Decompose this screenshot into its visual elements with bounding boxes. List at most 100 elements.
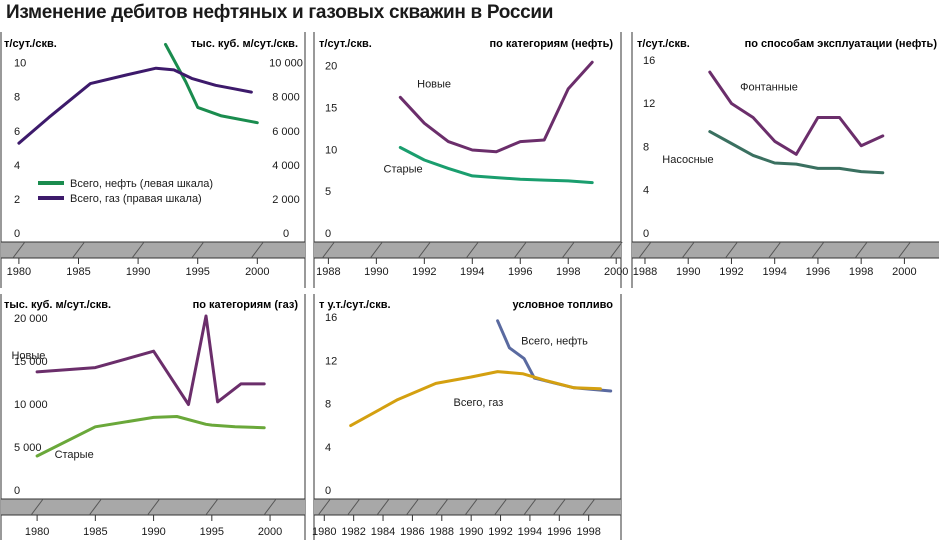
series-line-0 xyxy=(708,70,885,156)
x-tick-label: 1982 xyxy=(341,526,365,538)
series-line-1 xyxy=(17,66,253,145)
x-tick-label: 1984 xyxy=(371,526,395,538)
y-tick-label-right: 0 xyxy=(283,228,289,240)
x-tick-mark xyxy=(523,498,537,516)
x-tick-mark xyxy=(609,241,623,259)
y-tick-label: 20 000 xyxy=(14,313,48,325)
y-tick-label: 10 000 xyxy=(14,399,48,411)
x-tick-label: 1988 xyxy=(430,526,454,538)
y-tick-label-right: 8 000 xyxy=(272,92,300,104)
series-labels: Фонтанные Насосные xyxy=(662,81,798,166)
x-tick-label: 1998 xyxy=(556,266,580,278)
x-tick-mark xyxy=(369,241,383,259)
y-tick-label: 8 xyxy=(643,141,649,153)
x-tick-label: 2000 xyxy=(245,266,269,278)
x-axis-band xyxy=(1,498,305,521)
series-label-1: Старые xyxy=(384,164,423,176)
x-tick-mark xyxy=(552,498,566,516)
series-line-1 xyxy=(35,415,266,458)
y-tick-label: 0 xyxy=(14,228,20,240)
x-tick-mark xyxy=(435,498,449,516)
chart-subtitle: по категориям (газ) xyxy=(193,299,299,311)
x-axis-band xyxy=(314,498,621,521)
chart-subtitle: по категориям (нефть) xyxy=(489,38,613,50)
y-tick-label: 10 xyxy=(14,58,26,70)
y-tick-label: 10 xyxy=(325,144,337,156)
y-tick-label: 2 xyxy=(14,194,20,206)
x-tick-mark xyxy=(582,498,596,516)
series-line-1 xyxy=(349,370,602,428)
x-axis-band xyxy=(632,241,939,264)
y-tick-label: 16 xyxy=(325,312,337,324)
y-axis-label-left: т/сут./скв. xyxy=(637,38,690,50)
x-tick-label: 2000 xyxy=(892,266,916,278)
series-labels: Всего, нефть Всего, газ xyxy=(454,336,589,410)
x-tick-mark xyxy=(494,498,507,516)
series-label-0: Новые xyxy=(11,350,45,362)
x-tick-label: 1996 xyxy=(508,266,532,278)
x-tick-mark xyxy=(464,498,478,516)
chart-gas-category: тыс. куб. м/сут./скв. по категориям (газ… xyxy=(0,294,306,540)
legend: Всего, нефть (левая шкала) Всего, газ (п… xyxy=(38,178,213,205)
x-tick-label: 1996 xyxy=(806,266,830,278)
x-tick-label: 1990 xyxy=(364,266,388,278)
x-tick-label: 1992 xyxy=(488,526,512,538)
x-ticks: 1980 1982 1984 1986 1988 1990 1992 1994 1996 1998 xyxy=(312,526,601,538)
x-tick-label: 1990 xyxy=(676,266,700,278)
page-title: Изменение дебитов нефтяных и газовых скв… xyxy=(6,2,554,23)
y-axis-label-left: т/сут./скв. xyxy=(4,38,57,50)
x-tick-label: 1990 xyxy=(459,526,483,538)
chart-fuel: т у.т./сут./скв. условное топливо 0 4 8 12 1… xyxy=(312,294,622,540)
legend-label-oil: Всего, нефть (левая шкала) xyxy=(70,178,213,190)
y-tick-label: 0 xyxy=(325,228,331,240)
y-ticks-left: 0 5 10 15 20 xyxy=(325,61,337,240)
chart-subtitle: по способам эксплуатации (нефть) xyxy=(745,38,938,50)
x-tick-label: 1998 xyxy=(849,266,873,278)
legend-label-gas: Всего, газ (правая шкала) xyxy=(70,193,202,205)
y-tick-label: 4 xyxy=(643,185,649,197)
y-ticks-right: 0 2 000 4 000 6 000 8 000 10 000 xyxy=(269,58,303,240)
y-tick-label: 6 xyxy=(14,126,20,138)
x-axis-band xyxy=(314,241,623,264)
y-axis-label-left: тыс. куб. м/сут./скв. xyxy=(4,299,111,311)
x-tick-mark xyxy=(406,498,419,516)
x-tick-label: 2000 xyxy=(258,526,282,538)
x-tick-label: 1995 xyxy=(200,526,224,538)
y-tick-label: 15 000 xyxy=(14,356,48,368)
series-label-0: Всего, нефть xyxy=(521,336,588,348)
x-tick-mark xyxy=(811,241,825,259)
x-tick-mark xyxy=(12,241,26,259)
x-tick-label: 1994 xyxy=(518,526,542,538)
x-tick-label: 1992 xyxy=(719,266,743,278)
series-line-0 xyxy=(496,319,613,393)
series-label-1: Насосные xyxy=(662,154,713,166)
series-labels: Новые Старые xyxy=(384,78,452,175)
x-tick-mark xyxy=(513,241,527,259)
x-ticks: 1980 1985 1990 1995 2000 xyxy=(7,266,270,278)
axis-band xyxy=(314,499,621,515)
x-tick-mark xyxy=(147,498,160,516)
x-tick-label: 1990 xyxy=(126,266,150,278)
y-ticks-left: 0 4 8 12 16 xyxy=(643,55,655,240)
x-tick-label: 1985 xyxy=(83,526,107,538)
y-tick-label: 0 xyxy=(643,228,649,240)
series-lines xyxy=(708,70,885,175)
y-tick-label: 5 xyxy=(325,186,331,198)
x-tick-label: 1980 xyxy=(312,526,336,538)
x-tick-label: 1988 xyxy=(633,266,657,278)
x-tick-mark xyxy=(317,498,331,516)
x-ticks: 1980 1985 1990 1995 2000 xyxy=(25,526,282,538)
series-label-0: Новые xyxy=(417,78,451,90)
axis-band xyxy=(314,242,621,258)
series-lines xyxy=(349,319,613,428)
x-tick-mark xyxy=(205,498,219,516)
series-line-0 xyxy=(35,314,266,406)
x-tick-mark xyxy=(30,498,44,516)
x-tick-mark xyxy=(854,241,868,259)
series-line-0 xyxy=(398,60,594,154)
series-lines xyxy=(398,60,594,185)
series-line-0 xyxy=(164,42,259,125)
x-tick-mark xyxy=(768,241,782,259)
y-tick-label: 8 xyxy=(325,399,331,411)
x-tick-label: 2000 xyxy=(604,266,628,278)
